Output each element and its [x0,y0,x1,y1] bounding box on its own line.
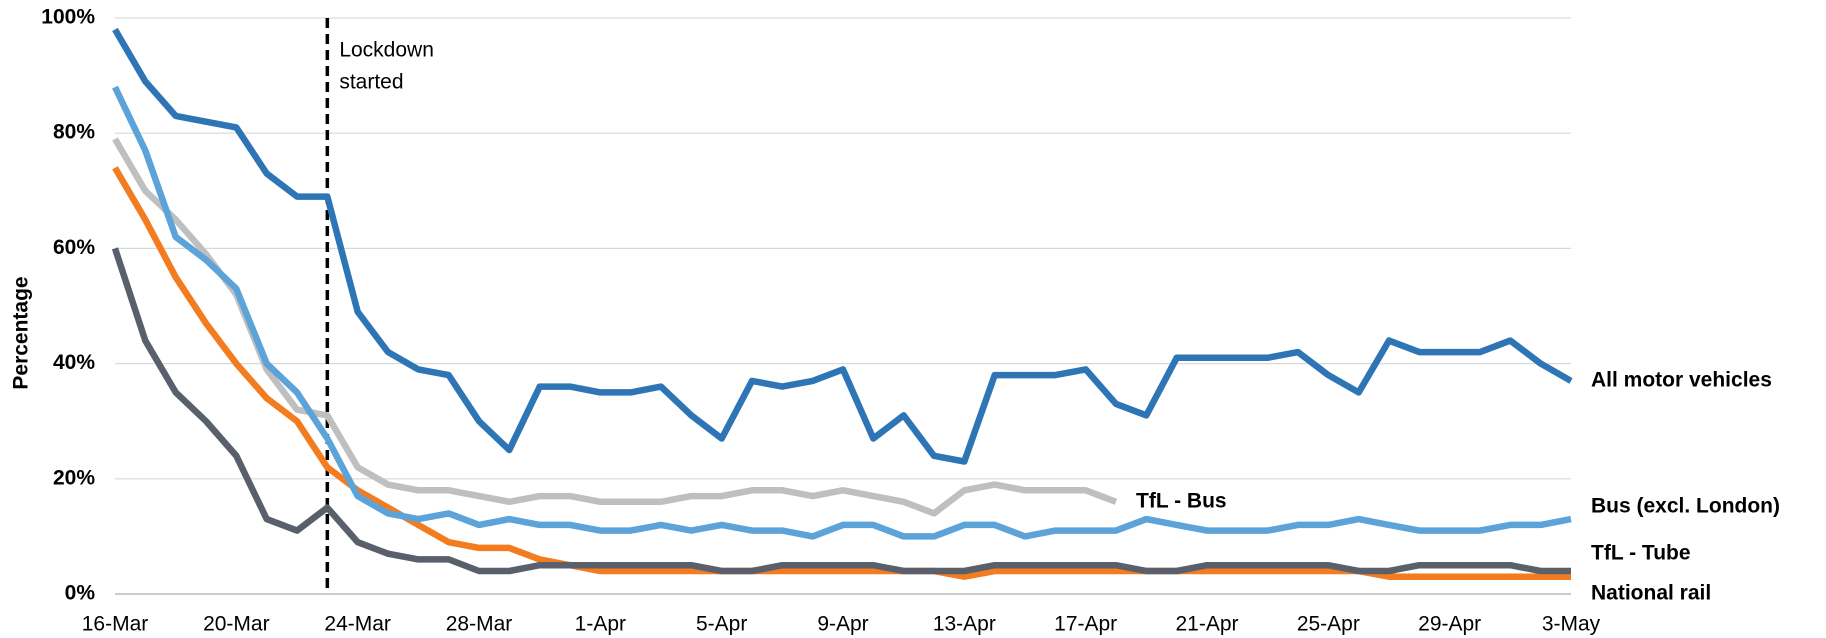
x-tick-label: 16-Mar [82,613,149,636]
x-tick-label: 17-Apr [1054,613,1117,636]
x-tick-label: 1-Apr [575,613,626,636]
annotation: started [339,71,403,94]
x-tick-label: 24-Mar [324,613,391,636]
x-tick-label: 9-Apr [817,613,868,636]
x-tick-label: 21-Apr [1175,613,1238,636]
y-tick-label: 40% [53,351,95,374]
series-line [112,27,1573,465]
y-tick-label: 20% [53,466,95,489]
series-label: TfL - Tube [1591,542,1691,565]
x-tick-label: 3-May [1542,613,1601,636]
y-axis-label: Percentage [10,276,33,389]
x-tick-label: 29-Apr [1418,613,1481,636]
y-tick-label: 100% [41,6,95,29]
x-tick-label: 28-Mar [446,613,513,636]
annotation: Lockdown [339,39,434,62]
series-line [112,85,1572,540]
series-label: Bus (excl. London) [1591,495,1780,518]
y-tick-label: 0% [65,582,96,605]
series-label: All motor vehicles [1591,368,1772,391]
series-line [111,247,1571,575]
series-line [112,137,1118,517]
x-tick-label: 5-Apr [696,613,747,636]
x-tick-label: 13-Apr [933,613,996,636]
series-label: TfL - Bus [1136,489,1227,512]
y-tick-label: 80% [53,121,95,144]
series-label: National rail [1591,581,1711,604]
x-tick-label: 20-Mar [203,613,270,636]
x-tick-label: 25-Apr [1297,613,1360,636]
y-tick-label: 60% [53,236,95,259]
